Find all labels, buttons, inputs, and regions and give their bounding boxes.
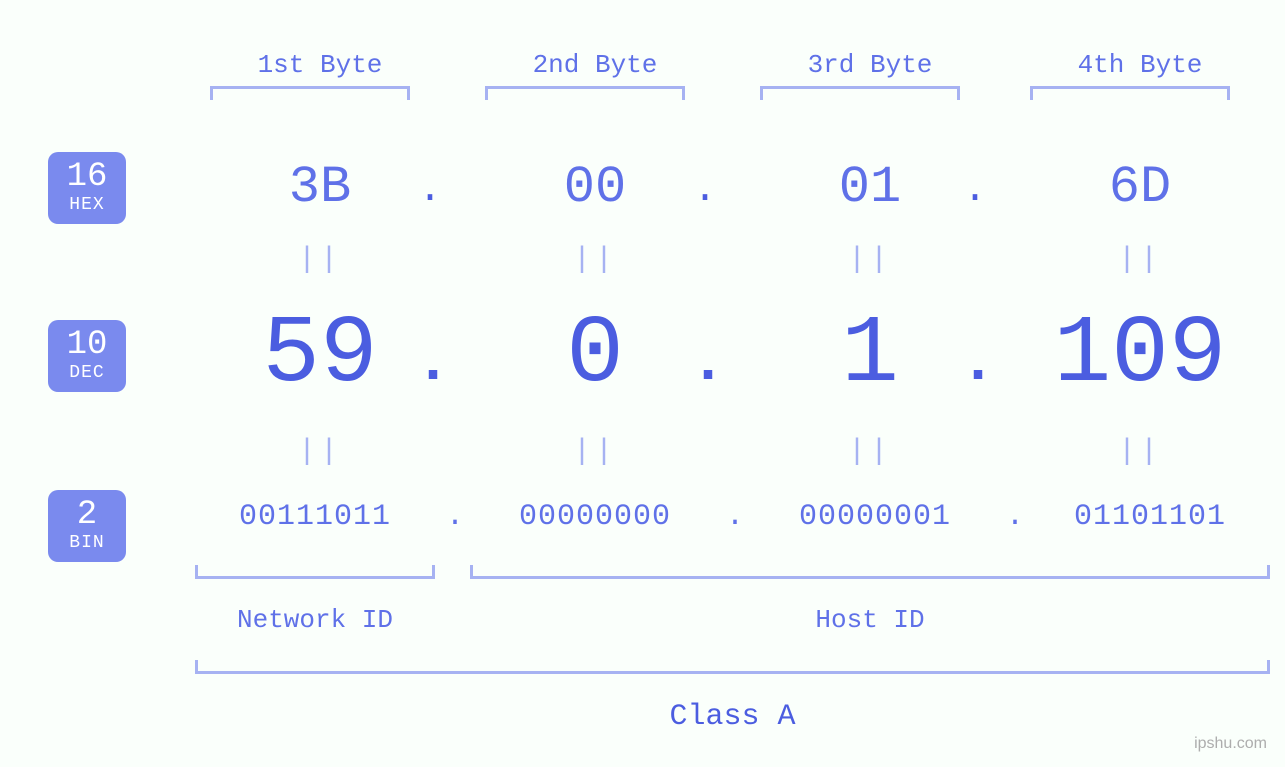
eq-mark: || bbox=[485, 243, 705, 277]
host-id-bracket bbox=[470, 565, 1270, 579]
diagram-root: 1st Byte 2nd Byte 3rd Byte 4th Byte 16 H… bbox=[0, 0, 1285, 767]
bin-byte-3: 00000001 bbox=[745, 500, 1005, 534]
dec-dot-2: . bbox=[690, 330, 720, 398]
dec-base-txt: DEC bbox=[48, 364, 126, 382]
dec-byte-2: 0 bbox=[475, 300, 715, 409]
dec-base-num: 10 bbox=[48, 328, 126, 362]
byte-header-2: 2nd Byte bbox=[485, 50, 705, 80]
network-id-label: Network ID bbox=[195, 605, 435, 635]
dec-dot-3: . bbox=[960, 330, 990, 398]
bin-badge: 2 BIN bbox=[48, 490, 126, 562]
top-bracket-4 bbox=[1030, 86, 1230, 100]
hex-badge: 16 HEX bbox=[48, 152, 126, 224]
top-bracket-2 bbox=[485, 86, 685, 100]
top-bracket-1 bbox=[210, 86, 410, 100]
hex-byte-3: 01 bbox=[760, 158, 980, 217]
eq-mark: || bbox=[760, 243, 980, 277]
hex-dot-1: . bbox=[415, 168, 445, 213]
host-id-label: Host ID bbox=[470, 605, 1270, 635]
class-label: Class A bbox=[195, 700, 1270, 734]
hex-byte-4: 6D bbox=[1030, 158, 1250, 217]
bin-byte-4: 01101101 bbox=[1020, 500, 1280, 534]
bin-base-num: 2 bbox=[48, 498, 126, 532]
eq-mark: || bbox=[760, 435, 980, 469]
bin-base-txt: BIN bbox=[48, 534, 126, 552]
class-bracket bbox=[195, 660, 1270, 674]
hex-base-txt: HEX bbox=[48, 196, 126, 214]
hex-byte-2: 00 bbox=[485, 158, 705, 217]
eq-mark: || bbox=[210, 243, 430, 277]
dec-dot-1: . bbox=[415, 330, 445, 398]
hex-byte-1: 3B bbox=[210, 158, 430, 217]
dec-byte-3: 1 bbox=[750, 300, 990, 409]
eq-mark: || bbox=[210, 435, 430, 469]
network-id-bracket bbox=[195, 565, 435, 579]
hex-base-num: 16 bbox=[48, 160, 126, 194]
byte-header-4: 4th Byte bbox=[1030, 50, 1250, 80]
byte-header-1: 1st Byte bbox=[210, 50, 430, 80]
dec-byte-4: 109 bbox=[1020, 300, 1260, 409]
eq-mark: || bbox=[485, 435, 705, 469]
eq-mark: || bbox=[1030, 243, 1250, 277]
hex-dot-3: . bbox=[960, 168, 990, 213]
top-bracket-3 bbox=[760, 86, 960, 100]
dec-badge: 10 DEC bbox=[48, 320, 126, 392]
watermark: ipshu.com bbox=[1194, 735, 1267, 753]
dec-byte-1: 59 bbox=[200, 300, 440, 409]
hex-dot-2: . bbox=[690, 168, 720, 213]
eq-mark: || bbox=[1030, 435, 1250, 469]
byte-header-3: 3rd Byte bbox=[760, 50, 980, 80]
bin-byte-2: 00000000 bbox=[465, 500, 725, 534]
bin-byte-1: 00111011 bbox=[185, 500, 445, 534]
